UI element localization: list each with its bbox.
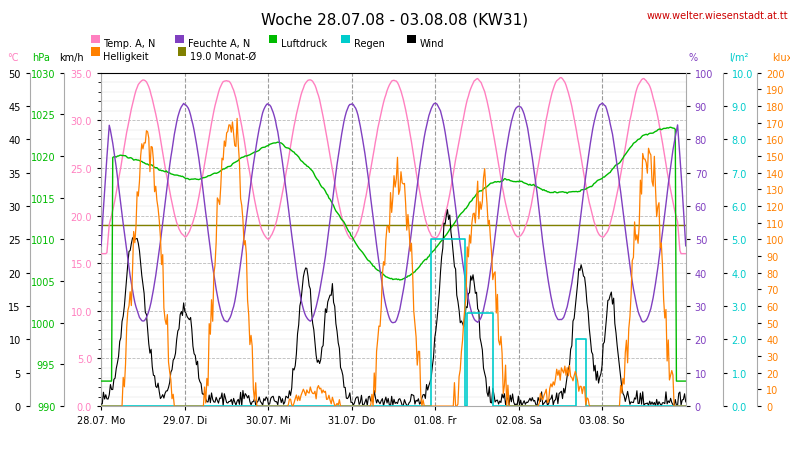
- Text: Woche 28.07.08 - 03.08.08 (KW31): Woche 28.07.08 - 03.08.08 (KW31): [261, 13, 529, 28]
- Text: km/h: km/h: [58, 53, 84, 62]
- Text: l/m²: l/m²: [729, 53, 748, 62]
- Text: Temp. A, N: Temp. A, N: [103, 39, 156, 49]
- Text: klux: klux: [772, 53, 790, 62]
- Text: Regen: Regen: [354, 39, 385, 49]
- Text: Wind: Wind: [419, 39, 444, 49]
- Text: www.welter.wiesenstadt.at.tt: www.welter.wiesenstadt.at.tt: [647, 11, 788, 21]
- Text: Feuchte A, N: Feuchte A, N: [188, 39, 250, 49]
- Text: 19.0 Monat-Ø: 19.0 Monat-Ø: [190, 51, 257, 62]
- Text: Luftdruck: Luftdruck: [281, 39, 327, 49]
- Text: %: %: [688, 53, 698, 62]
- Text: °C: °C: [7, 53, 18, 62]
- Text: hPa: hPa: [32, 53, 50, 62]
- Text: Helligkeit: Helligkeit: [103, 51, 149, 62]
